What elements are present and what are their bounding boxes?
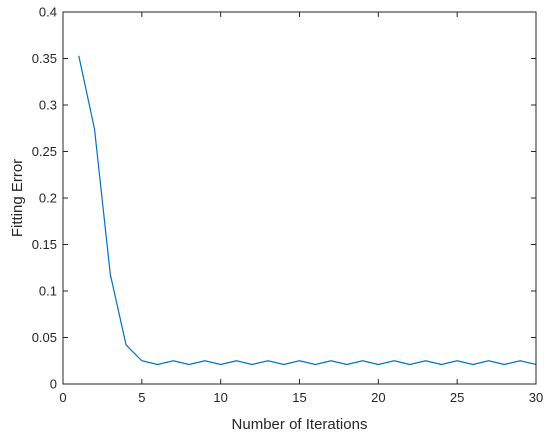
x-tick-label: 30	[529, 390, 543, 405]
y-tick-label: 0.35	[32, 51, 57, 66]
y-tick-label: 0.3	[39, 98, 57, 113]
y-axis-label: Fitting Error	[9, 159, 26, 237]
y-tick-label: 0	[50, 377, 57, 392]
x-axis-label: Number of Iterations	[232, 416, 368, 433]
y-tick-label: 0.4	[39, 5, 57, 20]
y-tick-label: 0.15	[32, 237, 57, 252]
y-tick-label: 0.1	[39, 284, 57, 299]
y-tick-label: 0.25	[32, 144, 57, 159]
x-tick-label: 0	[59, 390, 66, 405]
y-tick-label: 0.2	[39, 191, 57, 206]
x-tick-label: 5	[138, 390, 145, 405]
axis-ticks: 0 5 10 15 20 25 30 0 0.05 0.1 0.15 0.2 0.25 0.3 0.35 0.…	[32, 5, 544, 406]
series-line	[78, 55, 537, 366]
x-tick-label: 10	[213, 390, 227, 405]
y-tick-label: 0.05	[32, 330, 57, 345]
x-tick-label: 25	[450, 390, 464, 405]
x-tick-label: 20	[371, 390, 385, 405]
axis-frame	[62, 11, 537, 385]
plot-area	[78, 55, 537, 366]
x-tick-label: 15	[292, 390, 306, 405]
